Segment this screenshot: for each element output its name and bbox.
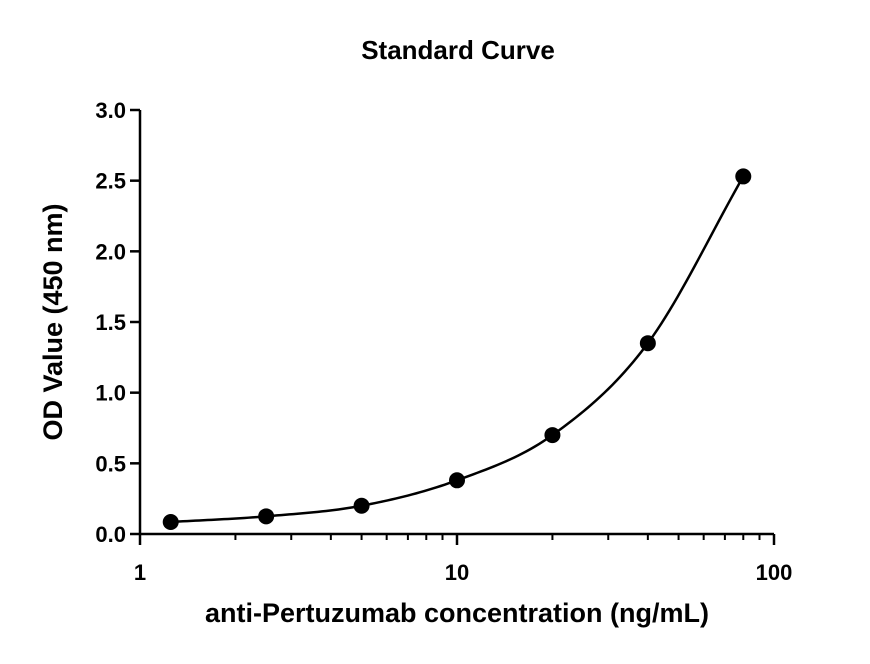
data-point: [449, 472, 465, 489]
chart-title: Standard Curve: [361, 35, 555, 65]
fit-curve: [170, 175, 745, 524]
data-point: [544, 427, 561, 444]
y-tick-label: 1.0: [95, 381, 126, 406]
x-tick-label: 1: [134, 560, 146, 585]
data-point: [162, 513, 179, 530]
x-ticks: 1 10 100: [134, 534, 792, 585]
x-tick-label: 10: [445, 560, 469, 585]
y-axis-label: OD Value (450 nm): [38, 203, 68, 440]
data-point: [639, 335, 656, 352]
y-tick-label: 2.5: [95, 169, 126, 194]
data-point: [353, 497, 370, 514]
y-tick-label: 1.5: [95, 310, 126, 335]
y-tick-label: 2.0: [95, 239, 126, 264]
data-points: [162, 168, 752, 530]
data-point: [735, 168, 752, 185]
data-point: [258, 508, 275, 525]
x-tick-label: 100: [756, 560, 793, 585]
axes: [138, 110, 774, 536]
y-tick-label: 0.5: [95, 451, 126, 476]
y-tick-label: 3.0: [95, 98, 126, 123]
x-axis-label: anti-Pertuzumab concentration (ng/mL): [205, 598, 709, 628]
y-tick-label: 0.0: [95, 522, 126, 547]
y-ticks: 0.0 0.5 1.0 1.5 2.0 2.5 3.0: [95, 98, 140, 547]
